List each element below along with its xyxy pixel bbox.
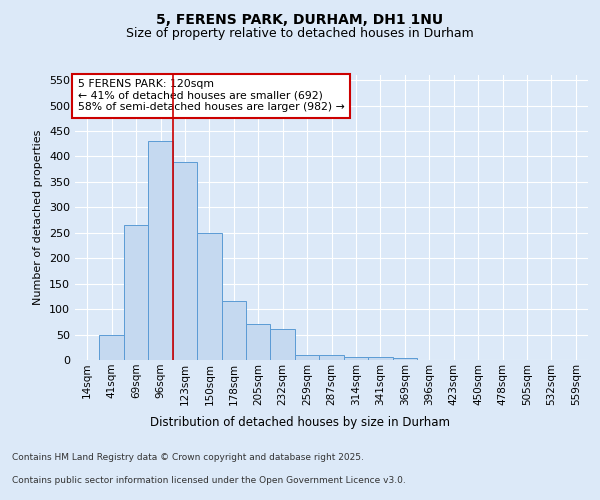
Bar [124, 225, 148, 360]
Bar [392, 358, 417, 360]
Bar [295, 355, 319, 360]
Bar [368, 358, 392, 360]
Y-axis label: Number of detached properties: Number of detached properties [34, 130, 43, 305]
Bar [173, 162, 197, 360]
Text: Distribution of detached houses by size in Durham: Distribution of detached houses by size … [150, 416, 450, 429]
Text: 5 FERENS PARK: 120sqm
← 41% of detached houses are smaller (692)
58% of semi-det: 5 FERENS PARK: 120sqm ← 41% of detached … [77, 80, 344, 112]
Text: Contains HM Land Registry data © Crown copyright and database right 2025.: Contains HM Land Registry data © Crown c… [12, 454, 364, 462]
Bar [221, 302, 246, 360]
Text: Contains public sector information licensed under the Open Government Licence v3: Contains public sector information licen… [12, 476, 406, 485]
Bar [100, 334, 124, 360]
Bar [344, 358, 368, 360]
Bar [271, 330, 295, 360]
Bar [319, 355, 344, 360]
Text: Size of property relative to detached houses in Durham: Size of property relative to detached ho… [126, 28, 474, 40]
Bar [148, 141, 173, 360]
Bar [246, 324, 271, 360]
Text: 5, FERENS PARK, DURHAM, DH1 1NU: 5, FERENS PARK, DURHAM, DH1 1NU [157, 12, 443, 26]
Bar [197, 233, 221, 360]
